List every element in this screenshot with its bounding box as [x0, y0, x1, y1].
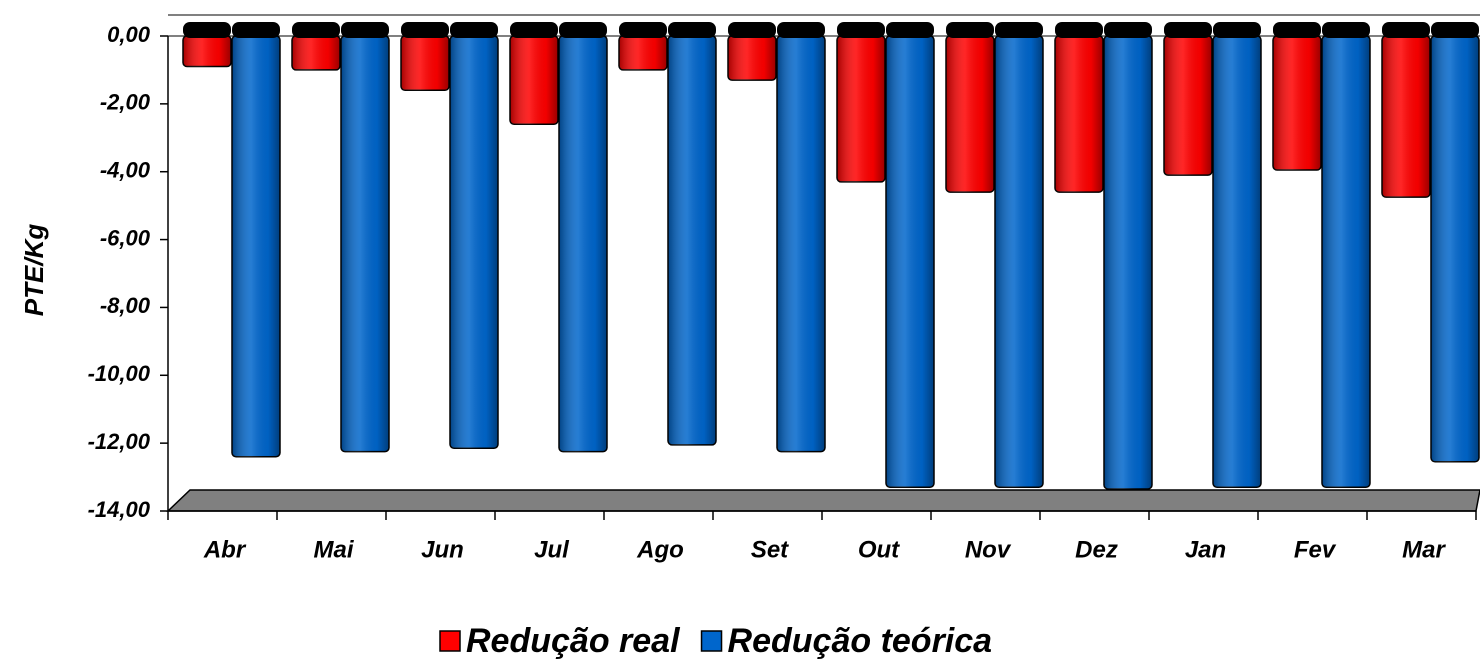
bar-cap	[1322, 22, 1370, 38]
y-tick-label: -12,00	[88, 429, 151, 454]
bar-cap	[183, 22, 231, 38]
bar-cap	[292, 22, 340, 38]
bar-shade	[559, 36, 607, 452]
bar-cap	[559, 22, 607, 38]
bar-cap	[886, 22, 934, 38]
legend-swatch	[700, 630, 723, 652]
bar-shade	[886, 36, 934, 488]
legend-label: Redução real	[466, 622, 681, 660]
y-tick-label: -10,00	[88, 361, 151, 386]
bar-cap	[1273, 22, 1321, 38]
y-tick-label: -8,00	[100, 293, 151, 318]
bar-shade	[1055, 36, 1103, 193]
bar-shade	[232, 36, 280, 457]
bar-cap	[450, 22, 498, 38]
y-tick-label: -14,00	[88, 497, 151, 522]
bar-cap	[1213, 22, 1261, 38]
bar-shade	[1273, 36, 1321, 171]
bar-shade	[777, 36, 825, 452]
bar-shade	[1382, 36, 1430, 198]
bar-shade	[1164, 36, 1212, 176]
bar-cap	[837, 22, 885, 38]
y-tick-label: -4,00	[100, 158, 151, 183]
legend-swatch	[439, 630, 461, 652]
bar-shade	[728, 36, 776, 81]
x-tick-label: Nov	[965, 536, 1012, 563]
bar-cap	[1431, 22, 1479, 38]
floor	[166, 489, 1480, 512]
bar-cap	[995, 22, 1043, 38]
bar-cap	[946, 22, 994, 38]
x-tick-label: Jul	[534, 536, 570, 563]
bar-cap	[619, 22, 667, 38]
legend-label: Redução teórica	[728, 622, 993, 660]
bar-shade	[1322, 36, 1370, 488]
x-tick-label: Jun	[421, 536, 464, 563]
bar-shade	[837, 36, 885, 182]
bar-cap	[1382, 22, 1430, 38]
x-tick-label: Mai	[313, 536, 354, 563]
bar-cap	[401, 22, 449, 38]
bar-shade	[450, 36, 498, 449]
bar-cap	[1104, 22, 1152, 38]
bar-cap	[510, 22, 558, 38]
x-tick-label: Set	[751, 536, 789, 563]
bar-cap	[1055, 22, 1103, 38]
bar-shade	[946, 36, 994, 193]
x-tick-label: Jan	[1185, 536, 1226, 563]
bar-cap	[341, 22, 389, 38]
y-axis-title: PTE/Kg	[19, 224, 49, 317]
bar-cap	[668, 22, 716, 38]
bar-cap	[1164, 22, 1212, 38]
bar-shade	[668, 36, 716, 445]
bar-shade	[619, 36, 667, 70]
x-tick-label: Dez	[1075, 536, 1118, 563]
bar-cap	[777, 22, 825, 38]
y-tick-label: -6,00	[100, 225, 151, 250]
bar-shade	[292, 36, 340, 70]
bar-shade	[510, 36, 558, 125]
bar-shade	[1431, 36, 1479, 462]
bar-shade	[995, 36, 1043, 488]
bar-shade	[341, 36, 389, 452]
x-tick-label: Mar	[1402, 536, 1446, 563]
x-tick-label: Fev	[1294, 536, 1337, 563]
bar-shade	[1213, 36, 1261, 488]
y-tick-label: 0,00	[107, 22, 151, 47]
bar-shade	[183, 36, 231, 67]
bar-shade	[401, 36, 449, 91]
bar-cap	[728, 22, 776, 38]
x-tick-label: Abr	[203, 536, 247, 563]
bar-shade	[1104, 36, 1152, 489]
y-tick-label: -2,00	[100, 90, 151, 115]
x-tick-label: Out	[858, 536, 900, 563]
x-tick-label: Ago	[636, 536, 684, 563]
bar-cap	[232, 22, 280, 38]
